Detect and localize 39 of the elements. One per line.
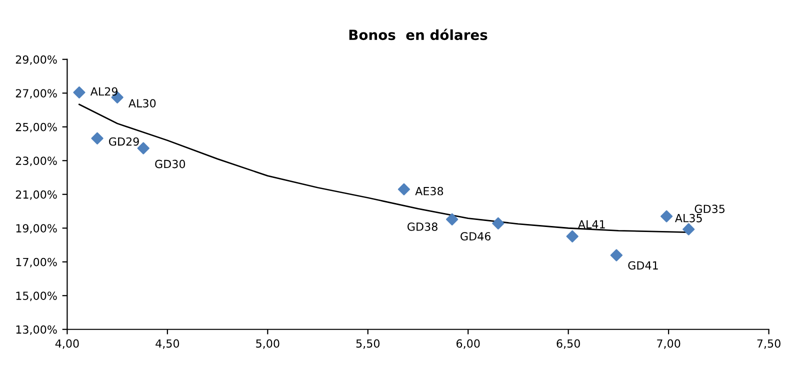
annotation: AL35 [674,214,702,222]
y-tick-label: 13,00% [16,325,57,335]
point [73,86,86,99]
annotation: GD46 [460,232,491,241]
annotation: AL41 [578,220,605,228]
annotation: AE38 [415,186,444,196]
annotation: GD30 [155,160,186,168]
annotation: GD35 [694,204,725,214]
y-tick-label: 23,00% [16,156,57,166]
chart-title: Bonos en dólares [349,28,488,40]
point [446,213,458,226]
annotation: GD38 [408,222,438,231]
point [660,210,673,222]
x-tick-label: 7,50 [757,339,780,349]
annotation: AL30 [128,99,156,108]
annotation: AL29 [90,87,118,96]
y-tick-label: 27,00% [16,89,57,99]
point [91,132,104,144]
x-tick-label: 5,50 [356,339,380,349]
annotation: GD29 [109,137,139,146]
point [492,217,504,230]
point [137,142,150,154]
y-tick-label: 19,00% [16,224,57,234]
point [398,183,410,196]
x-tick-label: 7,00 [657,339,680,349]
point [566,230,578,242]
x-tick-label: 4,00 [55,339,79,349]
point [610,249,623,262]
point [682,223,695,236]
x-tick-label: 6,00 [456,339,480,349]
x-tick-label: 5,00 [256,339,280,349]
y-tick-label: 17,00% [16,258,57,268]
y-tick-label: 25,00% [16,122,57,132]
y-tick-label: 29,00% [16,55,57,65]
y-tick-label: 15,00% [16,292,57,302]
x-tick-label: 4,50 [156,339,180,349]
annotation: GD41 [628,261,658,270]
x-tick-label: 6,50 [556,339,580,349]
y-tick-label: 21,00% [16,190,57,200]
